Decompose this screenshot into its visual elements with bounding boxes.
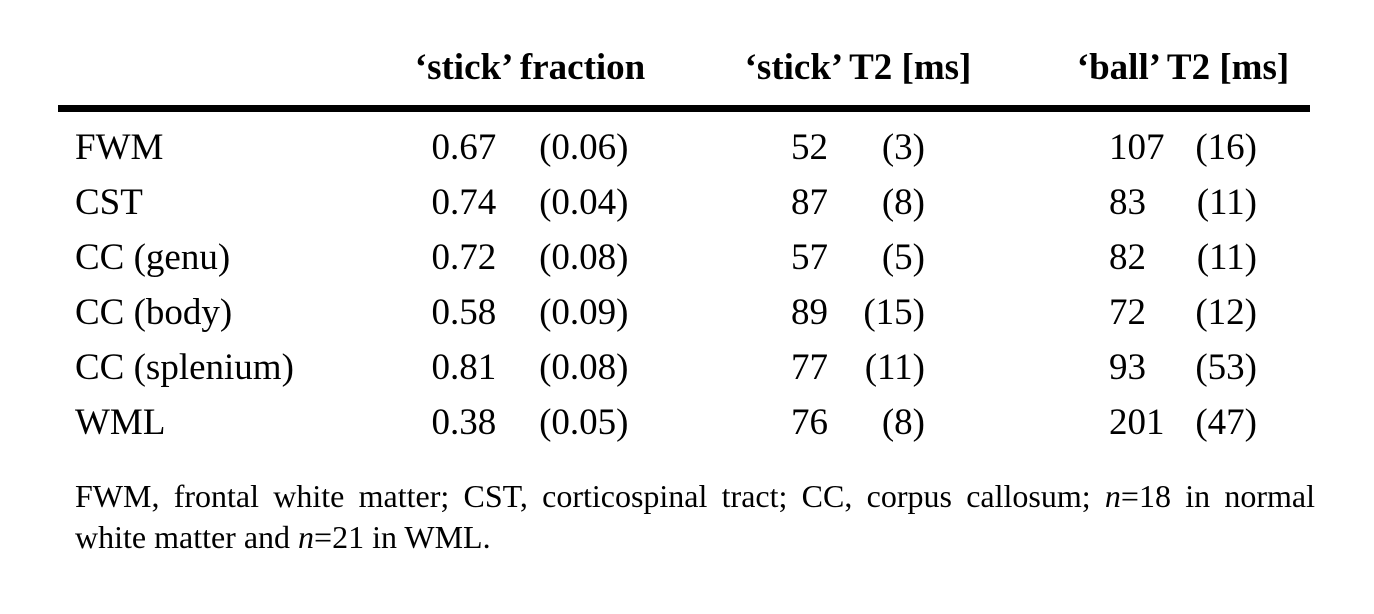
header-empty	[58, 46, 400, 90]
footnote-n-italic: n	[298, 519, 315, 555]
stick-t2-cell: 76 (8)	[791, 401, 925, 444]
ball-t2-cell: 72 (12)	[1109, 291, 1257, 334]
table-header-row: ‘stick’ fraction ‘stick’ T2 [ms] ‘ball’ …	[58, 46, 1310, 90]
row-label: CC (body)	[75, 292, 233, 333]
stick-t2-sd: (8)	[881, 182, 925, 223]
footnote-text: FWM, frontal white matter; CST, corticos…	[75, 478, 1105, 514]
ball-t2-value: 83	[1109, 182, 1146, 223]
table-footnote: FWM, frontal white matter; CST, corticos…	[75, 476, 1315, 558]
stick-t2-cell: 87 (8)	[791, 181, 925, 224]
fraction-value: 0.81	[431, 347, 497, 388]
stick-t2-sd: (8)	[881, 402, 925, 443]
stick-t2-cell: 57 (5)	[791, 236, 925, 279]
ball-t2-value: 82	[1109, 237, 1146, 278]
row-label: FWM	[75, 127, 164, 168]
stick-t2-sd: (11)	[864, 347, 925, 388]
stick-t2-value: 57	[791, 237, 828, 278]
stick-t2-value: 77	[791, 347, 828, 388]
header-stick-t2: ‘stick’ T2 [ms]	[744, 47, 972, 88]
stick-t2-value: 89	[791, 292, 828, 333]
ball-t2-sd: (53)	[1195, 347, 1257, 388]
table-row-cst: CST 0.74 (0.04) 87 (8) 83 (11)	[58, 175, 1310, 230]
header-ball-t2: ‘ball’ T2 [ms]	[1076, 47, 1290, 88]
fraction-value: 0.58	[431, 292, 497, 333]
header-rule	[58, 105, 1310, 112]
fraction-sd: (0.06)	[539, 127, 629, 168]
ball-t2-sd: (11)	[1196, 182, 1257, 223]
row-label: CC (genu)	[75, 237, 231, 278]
header-stick-fraction: ‘stick’ fraction	[414, 47, 646, 88]
stick-t2-sd: (15)	[863, 292, 925, 333]
fraction-value: 0.38	[431, 402, 497, 443]
stick-fraction-cell: 0.38 (0.05)	[432, 401, 629, 444]
fraction-value: 0.72	[431, 237, 497, 278]
row-label: CST	[75, 182, 143, 223]
ball-t2-sd: (11)	[1196, 237, 1257, 278]
table-row-fwm: FWM 0.67 (0.06) 52 (3) 107 (16)	[58, 120, 1310, 175]
ball-t2-cell: 107 (16)	[1109, 126, 1257, 169]
fraction-value: 0.74	[431, 182, 497, 223]
footnote-text: =21 in WML.	[314, 519, 491, 555]
footnote-n-italic: n	[1104, 478, 1121, 514]
stick-t2-sd: (5)	[881, 237, 925, 278]
ball-t2-sd: (16)	[1195, 127, 1257, 168]
ball-t2-value: 201	[1109, 402, 1165, 443]
row-label: WML	[75, 402, 166, 443]
ball-t2-value: 72	[1109, 292, 1146, 333]
row-label: CC (splenium)	[75, 347, 294, 388]
fraction-sd: (0.05)	[539, 402, 629, 443]
stick-fraction-cell: 0.81 (0.08)	[432, 346, 629, 389]
table-row-cc-body: CC (body) 0.58 (0.09) 89 (15) 72 (12)	[58, 285, 1310, 340]
fraction-sd: (0.04)	[539, 182, 629, 223]
table-row-cc-genu: CC (genu) 0.72 (0.08) 57 (5) 82 (11)	[58, 230, 1310, 285]
stick-t2-cell: 77 (11)	[791, 346, 925, 389]
stick-t2-cell: 89 (15)	[791, 291, 925, 334]
ball-t2-sd: (12)	[1195, 292, 1257, 333]
table-row-wml: WML 0.38 (0.05) 76 (8) 201 (47)	[58, 395, 1310, 450]
fraction-sd: (0.09)	[539, 292, 629, 333]
stick-fraction-cell: 0.74 (0.04)	[432, 181, 629, 224]
stick-fraction-cell: 0.72 (0.08)	[432, 236, 629, 279]
stick-fraction-cell: 0.67 (0.06)	[432, 126, 629, 169]
ball-t2-cell: 83 (11)	[1109, 181, 1257, 224]
footnote-text: =18 in normal white matter and	[75, 478, 1316, 555]
ball-t2-value: 107	[1109, 127, 1165, 168]
ball-t2-cell: 201 (47)	[1109, 401, 1257, 444]
stick-t2-value: 76	[791, 402, 828, 443]
fraction-sd: (0.08)	[539, 237, 629, 278]
stick-fraction-cell: 0.58 (0.09)	[432, 291, 629, 334]
stick-t2-cell: 52 (3)	[791, 126, 925, 169]
ball-t2-cell: 93 (53)	[1109, 346, 1257, 389]
table-row-cc-splenium: CC (splenium) 0.81 (0.08) 77 (11) 93 (53)	[58, 340, 1310, 395]
fraction-value: 0.67	[431, 127, 497, 168]
table-body: FWM 0.67 (0.06) 52 (3) 107 (16) CST 0.74 (0.…	[58, 112, 1310, 450]
stick-t2-sd: (3)	[881, 127, 925, 168]
fraction-sd: (0.08)	[539, 347, 629, 388]
stick-t2-value: 52	[791, 127, 828, 168]
stick-t2-value: 87	[791, 182, 828, 223]
ball-t2-sd: (47)	[1195, 402, 1257, 443]
results-table: ‘stick’ fraction ‘stick’ T2 [ms] ‘ball’ …	[58, 46, 1310, 450]
ball-t2-cell: 82 (11)	[1109, 236, 1257, 279]
ball-t2-value: 93	[1109, 347, 1146, 388]
